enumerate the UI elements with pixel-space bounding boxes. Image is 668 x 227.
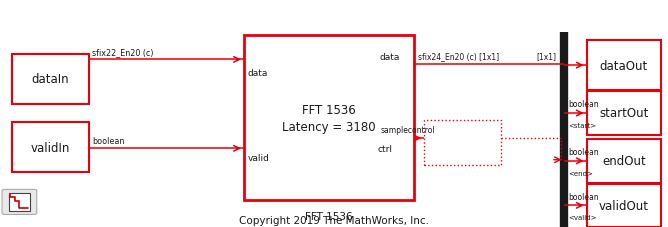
FancyBboxPatch shape	[2, 190, 37, 215]
Text: <valid>: <valid>	[568, 214, 597, 220]
Bar	[587, 92, 661, 135]
Text: samplecontrol: samplecontrol	[381, 125, 436, 134]
Text: <end>: <end>	[568, 170, 593, 176]
Text: dataIn: dataIn	[31, 73, 69, 86]
Text: boolean: boolean	[568, 148, 599, 157]
Text: valid: valid	[248, 153, 270, 162]
Text: Copyright 2019 The MathWorks, Inc.: Copyright 2019 The MathWorks, Inc.	[239, 215, 429, 225]
Text: boolean: boolean	[92, 136, 124, 145]
Bar	[587, 41, 661, 91]
Text: dataOut: dataOut	[600, 59, 648, 72]
Text: startOut: startOut	[599, 107, 649, 120]
Bar	[587, 184, 661, 227]
Bar	[587, 140, 661, 183]
Text: data: data	[379, 52, 400, 61]
Text: endOut: endOut	[602, 155, 646, 168]
Bar	[12, 54, 89, 104]
Text: validIn: validIn	[31, 141, 70, 154]
Text: sfix22_En20 (c): sfix22_En20 (c)	[92, 48, 154, 57]
Text: [1x1]: [1x1]	[536, 52, 556, 61]
Bar	[12, 123, 89, 173]
Bar	[424, 120, 501, 166]
Text: FFT 1536: FFT 1536	[305, 211, 353, 221]
Text: sfix24_En20 (c) [1x1]: sfix24_En20 (c) [1x1]	[418, 52, 498, 61]
Text: <start>: <start>	[568, 122, 596, 128]
Text: boolean: boolean	[568, 100, 599, 109]
Text: boolean: boolean	[568, 192, 599, 201]
Text: data: data	[248, 68, 269, 77]
Text: FFT 1536
Latency = 3180: FFT 1536 Latency = 3180	[282, 103, 376, 133]
Bar	[9, 193, 30, 211]
Text: ctrl: ctrl	[377, 144, 392, 153]
Bar	[244, 36, 414, 200]
Text: validOut: validOut	[599, 199, 649, 212]
